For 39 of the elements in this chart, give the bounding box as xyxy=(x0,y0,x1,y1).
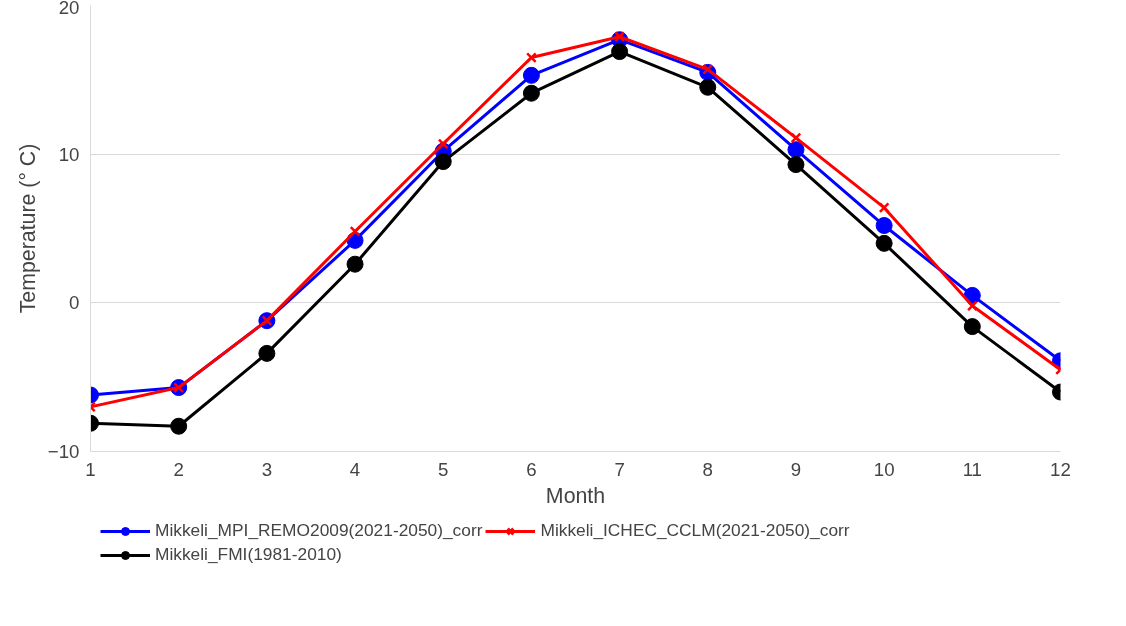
x-tick-label: 1 xyxy=(85,458,96,480)
point xyxy=(258,344,276,362)
point xyxy=(525,52,537,64)
point xyxy=(875,234,893,252)
x-tick-label: 11 xyxy=(962,458,983,480)
legend-label: Mikkeli_MPI_REMO2009(2021-2050)_corr xyxy=(155,520,483,541)
x-tick-label: 9 xyxy=(790,458,802,480)
point xyxy=(611,43,629,61)
point xyxy=(963,318,981,336)
y-tick-label: 10 xyxy=(58,143,80,165)
point xyxy=(966,300,978,312)
x-tick-label: 7 xyxy=(614,458,625,480)
point xyxy=(787,141,805,159)
x-tick-label: 4 xyxy=(349,458,361,480)
point xyxy=(170,417,188,435)
x-tick-label: 2 xyxy=(173,458,184,480)
point xyxy=(875,217,893,235)
y-tick-label: 0 xyxy=(69,292,80,314)
point xyxy=(522,66,540,84)
x-tick-label: 5 xyxy=(438,458,449,480)
y-tick-label: −10 xyxy=(47,441,80,462)
legend-label: Mikkeli_ICHEC_CCLM(2021-2050)_corr xyxy=(540,520,850,541)
y-tick-label: 20 xyxy=(58,0,80,18)
point xyxy=(346,255,364,273)
x-tick-label: 12 xyxy=(1050,458,1071,480)
y-axis-title: Temperature (° C) xyxy=(15,143,40,314)
x-tick-label: 8 xyxy=(702,458,713,480)
point xyxy=(787,156,805,174)
point xyxy=(699,78,717,96)
x-tick-label: 3 xyxy=(261,458,273,480)
point xyxy=(790,132,802,144)
x-tick-label: 6 xyxy=(526,458,537,480)
point xyxy=(878,202,890,214)
x-axis-title: Month xyxy=(545,483,606,508)
point xyxy=(349,225,361,237)
legend-label: Mikkeli_FMI(1981-2010) xyxy=(155,544,342,565)
point xyxy=(434,153,452,171)
point xyxy=(522,84,540,102)
x-tick-label: 10 xyxy=(873,458,895,480)
